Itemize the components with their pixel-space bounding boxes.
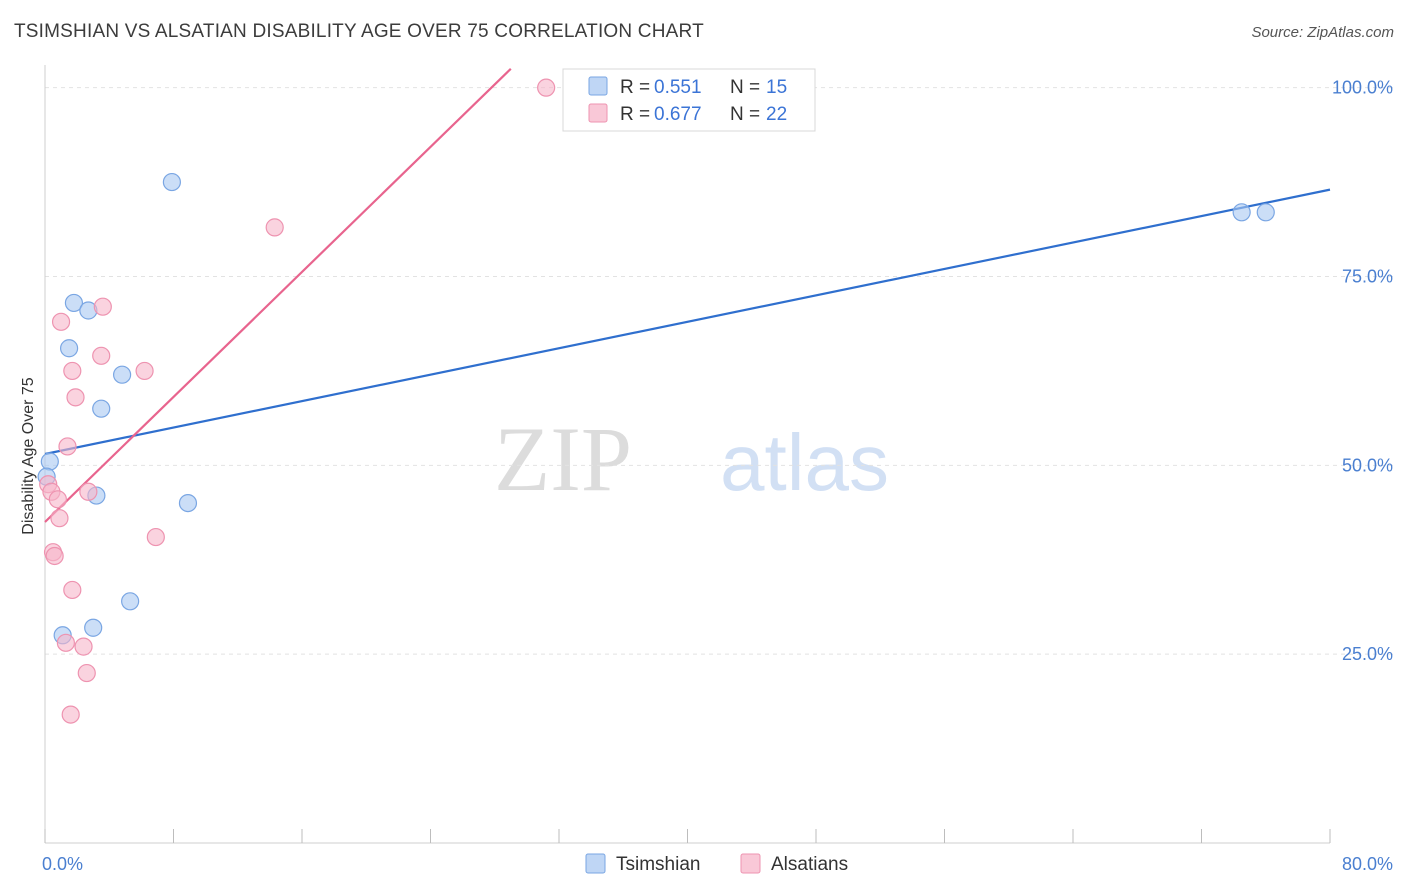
point-alsatians-10	[79, 482, 98, 501]
legend-n-label-alsatians: N =	[730, 104, 760, 125]
x-tick-label-80: 80.0%	[1342, 854, 1393, 874]
point-alsatians-6	[63, 361, 82, 381]
x-tick-labels: 0.0% 80.0%	[42, 854, 1393, 874]
point-tsimshian-5	[112, 365, 132, 384]
point-alsatians-1	[265, 218, 284, 237]
axes	[44, 65, 1331, 844]
point-alsatians-5	[135, 361, 154, 381]
series-legend-alsatians: Alsatians	[771, 854, 848, 875]
point-tsimshian-2	[64, 293, 84, 313]
point-tsimshian-0	[40, 452, 59, 471]
legend-swatch-alsatians	[588, 103, 608, 123]
trend-line-tsimshian	[44, 188, 1331, 456]
point-alsatians-3	[51, 312, 71, 331]
point-alsatians-12	[48, 490, 67, 509]
point-alsatians-0	[537, 78, 556, 97]
series-legend: Tsimshian Alsatians	[585, 853, 848, 875]
point-tsimshian-6	[92, 399, 111, 418]
point-tsimshian-10	[84, 618, 103, 637]
y-tick-label-100: 100.0%	[1332, 78, 1393, 98]
watermark-zip: ZIP	[494, 408, 632, 510]
trend-line-alsatians	[44, 67, 512, 523]
point-alsatians-8	[58, 437, 77, 456]
series-legend-swatch-tsimshian	[585, 853, 606, 874]
legend-r-label-tsimshian: R =	[620, 77, 650, 98]
point-alsatians-7	[66, 388, 85, 407]
point-alsatians-2	[93, 297, 112, 316]
point-alsatians-16	[45, 546, 64, 566]
point-alsatians-4	[92, 346, 111, 365]
legend-n-value-tsimshian: 15	[766, 77, 787, 98]
y-axis-label: Disability Age Over 75	[20, 377, 37, 535]
legend-n-value-alsatians: 22	[766, 104, 787, 125]
point-tsimshian-4	[59, 339, 79, 358]
point-alsatians-18	[56, 633, 75, 652]
legend-r-label-alsatians: R =	[620, 104, 650, 125]
series-legend-swatch-alsatians	[740, 853, 761, 874]
point-tsimshian-9	[121, 592, 140, 611]
y-tick-label-25: 25.0%	[1342, 644, 1393, 664]
point-tsimshian-1	[162, 172, 181, 192]
watermark-atlas: atlas	[720, 418, 889, 507]
point-tsimshian-13	[1256, 203, 1275, 222]
data-points	[37, 78, 1275, 724]
point-alsatians-14	[146, 527, 165, 547]
point-alsatians-19	[74, 637, 93, 656]
x-tick-label-0: 0.0%	[42, 854, 83, 874]
legend-r-value-alsatians: 0.677	[654, 104, 702, 125]
y-tick-labels: 25.0% 50.0% 75.0% 100.0%	[1332, 78, 1393, 665]
legend-swatch-tsimshian	[588, 76, 608, 96]
y-tick-label-75: 75.0%	[1342, 266, 1393, 286]
point-alsatians-17	[63, 580, 82, 600]
source-credit: Source: ZipAtlas.com	[1251, 24, 1394, 41]
trend-lines	[44, 67, 1331, 523]
point-tsimshian-12	[1232, 203, 1251, 222]
legend: R = 0.551 N = 15 R = 0.677 N = 22	[562, 68, 816, 132]
grid-lines	[45, 87, 1395, 655]
point-tsimshian-8	[178, 493, 198, 513]
legend-r-value-tsimshian: 0.551	[654, 77, 702, 98]
legend-n-label-tsimshian: N =	[730, 77, 760, 98]
series-legend-tsimshian: Tsimshian	[616, 854, 700, 875]
point-alsatians-20	[77, 663, 96, 683]
point-alsatians-13	[50, 509, 69, 528]
point-alsatians-21	[61, 705, 80, 724]
y-tick-label-50: 50.0%	[1342, 455, 1393, 475]
chart-title: TSIMSHIAN VS ALSATIAN DISABILITY AGE OVE…	[14, 21, 704, 42]
watermark: ZIP atlas	[494, 408, 889, 510]
